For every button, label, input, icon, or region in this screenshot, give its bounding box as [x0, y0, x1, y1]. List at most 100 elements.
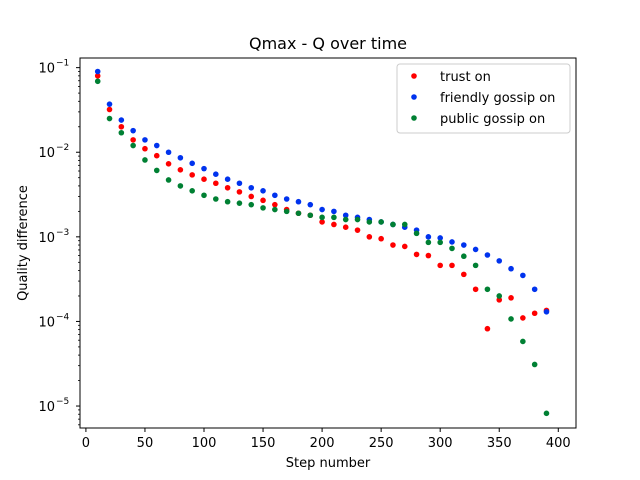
data-point: [130, 137, 136, 143]
legend-box: [396, 63, 571, 134]
legend-marker: [411, 73, 417, 79]
data-point: [248, 184, 255, 191]
data-point: [319, 214, 325, 221]
data-point: [201, 176, 207, 183]
data-point: [130, 127, 136, 134]
data-point: [354, 216, 361, 223]
data-point: [472, 286, 479, 293]
data-point: [189, 172, 195, 178]
y-tick-label: 10: [38, 400, 55, 415]
data-point: [484, 252, 491, 258]
data-point: [189, 188, 195, 194]
y-tick-label: 10: [38, 62, 55, 77]
data-point: [260, 188, 266, 194]
y-tick-base: 10: [38, 400, 55, 415]
x-tick-label: 200: [310, 436, 335, 451]
series-trust-on: [94, 73, 550, 332]
data-point: [177, 154, 184, 161]
data-point: [508, 265, 514, 272]
data-point: [106, 115, 113, 122]
data-point: [496, 258, 503, 264]
data-point: [319, 206, 325, 213]
data-point: [94, 73, 101, 79]
data-point: [260, 197, 266, 204]
data-point: [496, 297, 503, 303]
data-point: [366, 234, 373, 240]
y-tick-exponent: −5: [56, 397, 69, 407]
plot-frame: [79, 57, 577, 429]
data-point: [449, 262, 455, 269]
legend: trust on friendly gossip on public gossip …: [396, 63, 571, 134]
y-tick-base: 10: [38, 315, 55, 330]
data-point: [272, 201, 278, 208]
data-point: [94, 68, 101, 75]
data-point: [142, 145, 148, 152]
data-point: [224, 184, 231, 191]
legend-marker: [411, 94, 417, 100]
y-tick-label: 10: [38, 146, 55, 161]
x-tick-label: 150: [251, 436, 276, 451]
data-point: [378, 219, 384, 225]
data-point: [213, 196, 219, 202]
data-point: [531, 286, 538, 293]
data-point: [272, 192, 278, 199]
data-point: [425, 234, 432, 240]
x-tick-label: 350: [487, 436, 512, 451]
data-point: [165, 149, 172, 156]
data-point: [461, 253, 467, 260]
data-point: [283, 208, 290, 215]
data-point: [531, 310, 538, 317]
data-point: [142, 157, 148, 163]
data-point: [449, 239, 455, 245]
data-point: [461, 271, 467, 278]
data-point: [201, 192, 207, 199]
data-point: [413, 251, 420, 258]
data-point: [472, 246, 479, 253]
data-point: [484, 286, 491, 293]
x-axis-label: Step number: [286, 456, 371, 471]
data-point: [130, 142, 136, 149]
data-point: [401, 221, 408, 228]
data-point: [331, 214, 337, 221]
data-point: [213, 171, 219, 178]
data-point: [165, 161, 172, 167]
data-point: [224, 198, 231, 205]
legend-marker: [411, 115, 417, 121]
data-point: [425, 239, 432, 246]
data-point: [142, 137, 148, 143]
data-point: [390, 221, 396, 228]
data-point: [153, 167, 160, 174]
data-point: [118, 129, 125, 136]
data-point: [366, 219, 373, 225]
data-point: [236, 200, 243, 206]
data-point: [461, 242, 467, 248]
series-public-gossip-on: [94, 78, 550, 417]
y-axis-label: Quality difference: [16, 185, 31, 301]
data-point: [425, 252, 432, 259]
data-point: [508, 316, 514, 322]
data-point: [401, 243, 408, 250]
y-tick-exponent: −1: [56, 59, 69, 69]
chart-title: Qmax - Q over time: [249, 34, 407, 53]
data-point: [342, 224, 349, 230]
data-point: [165, 177, 172, 183]
data-point: [106, 101, 113, 107]
data-point: [472, 262, 479, 269]
data-point: [260, 205, 266, 211]
x-tick-label: 300: [428, 436, 453, 451]
data-point: [437, 262, 443, 269]
data-point: [118, 117, 125, 123]
data-point: [224, 176, 231, 183]
y-tick-exponent: −2: [56, 143, 69, 153]
data-point: [390, 242, 396, 248]
data-point: [520, 272, 526, 279]
data-point: [295, 198, 302, 205]
data-point: [307, 201, 314, 208]
data-point: [437, 235, 443, 241]
data-point: [248, 201, 255, 208]
legend-items: trust on friendly gossip on public gossip …: [411, 70, 555, 127]
x-tick-label: 50: [137, 436, 154, 451]
legend-label: public gossip on: [440, 112, 545, 127]
data-point: [177, 167, 184, 173]
